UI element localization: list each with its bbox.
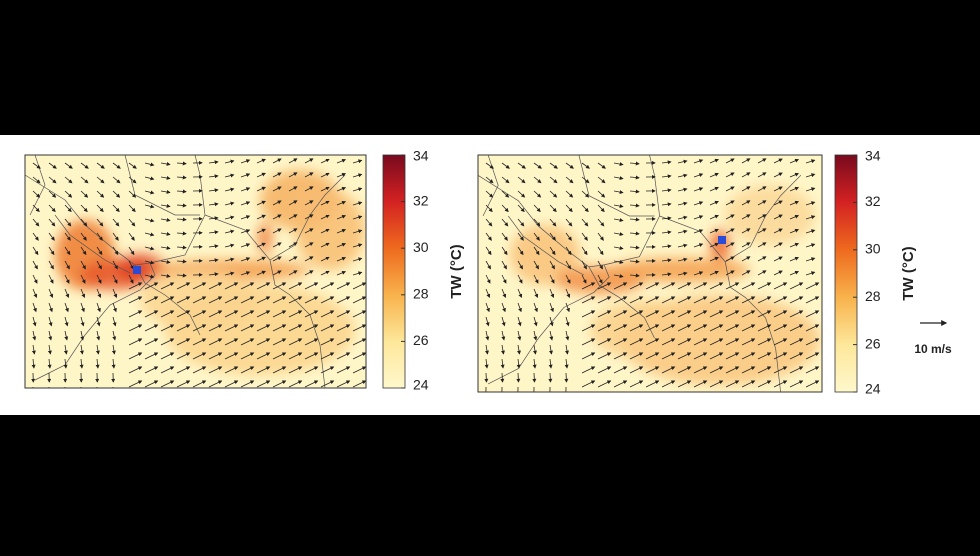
heat-blob (295, 190, 365, 270)
wind-arrow (534, 373, 535, 382)
wind-arrow (502, 373, 503, 382)
colorbar-tick-label: 30 (865, 241, 881, 257)
colorbar-tick-label: 30 (413, 239, 429, 255)
map-panel: 24 26 28 30 32 34 TW (°C) (25, 148, 465, 396)
colorbar (383, 155, 405, 388)
wind-arrow (518, 373, 519, 382)
colorbar-tick-label: 24 (413, 377, 429, 393)
colorbar-tick-label: 28 (413, 286, 429, 302)
colorbar-tick-label: 32 (413, 192, 429, 208)
colorbar-tick-label: 24 (865, 381, 881, 397)
wind-arrow (550, 373, 551, 382)
colorbar-tick-label: 26 (865, 335, 881, 351)
heat-blob (710, 229, 730, 261)
colorbar-tick-label: 28 (865, 288, 881, 304)
colorbar-tick-label: 32 (865, 193, 881, 209)
heat-blob (590, 300, 710, 360)
colorbar-tick-label: 34 (865, 148, 881, 164)
colorbar-label: TW (°C) (900, 246, 917, 300)
wind-arrow (486, 373, 487, 382)
heat-blob (258, 222, 272, 254)
colorbar-tick-label: 26 (413, 332, 429, 348)
station-marker (133, 266, 141, 274)
heat-blob (725, 185, 815, 245)
heat-blob (610, 258, 750, 282)
colorbar (835, 155, 857, 392)
wind-arrow (566, 373, 567, 382)
colorbar-tick-label: 34 (413, 148, 429, 164)
scale-label: 10 m/s (914, 342, 952, 356)
colorbar-label: TW (°C) (448, 244, 465, 298)
map-panel: 24 26 28 30 32 34 TW (°C) (478, 148, 917, 397)
station-marker (718, 236, 726, 244)
